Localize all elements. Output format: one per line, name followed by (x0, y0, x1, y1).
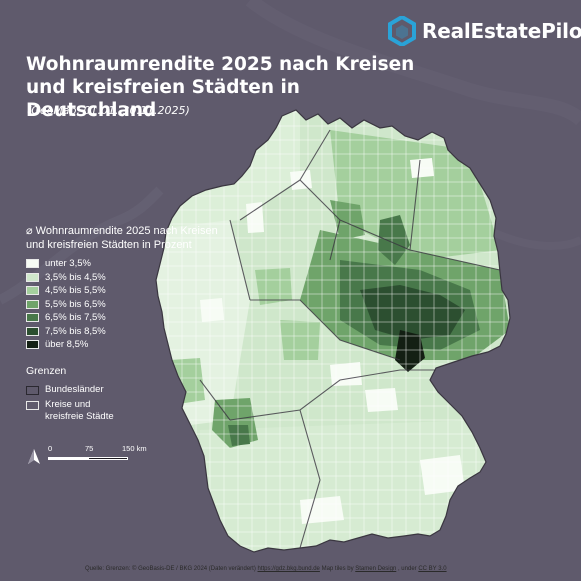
legend-border-label-line1: Kreise und (45, 398, 91, 410)
attribution-link-license[interactable]: CC BY 3.0 (418, 566, 447, 572)
legend-label: über 8,5% (45, 339, 89, 351)
legend: ⌀ Wohnraumrendite 2025 nach Kreisen und … (26, 224, 236, 426)
legend-border-districts: Kreise und kreisfreie Städte (26, 399, 236, 423)
legend-swatch (26, 326, 39, 336)
legend-label: 6,5% bis 7,5% (45, 312, 106, 324)
legend-border-label-line2: kreisfreie Städte (45, 410, 114, 422)
legend-border-label: Kreise und kreisfreie Städte (45, 399, 114, 423)
legend-class-4: 5,5% bis 6,5% (26, 298, 236, 312)
hexagon-logo-icon (388, 16, 416, 46)
scale-label-150: 150 km (122, 444, 147, 453)
legend-class-6: 7,5% bis 8,5% (26, 325, 236, 339)
legend-label: 7,5% bis 8,5% (45, 325, 106, 337)
legend-border-states: Bundesländer (26, 384, 236, 396)
legend-class-5: 6,5% bis 7,5% (26, 311, 236, 325)
north-arrow-icon (28, 449, 40, 464)
scale-label-0: 0 (48, 444, 53, 453)
legend-label: 4,5% bis 5,5% (45, 285, 106, 297)
scale-segment-2 (88, 457, 128, 460)
legend-title: ⌀ Wohnraumrendite 2025 nach Kreisen und … (26, 224, 236, 252)
scale-label-75: 75 (85, 444, 94, 453)
legend-swatch (26, 259, 39, 269)
scale-bar: 0 75 150 km (26, 444, 156, 468)
germany-map (156, 110, 510, 552)
legend-swatch (26, 313, 39, 323)
legend-borders-title: Grenzen (26, 364, 67, 377)
legend-label: unter 3,5% (45, 258, 91, 270)
legend-swatch (26, 286, 39, 296)
attribution-prefix: Quelle: Grenzen: © GeoBasis-DE / BKG 202… (85, 566, 256, 572)
map-subtitle: (GeoMap, 01.01.-30.11.2025) (27, 104, 190, 117)
legend-swatch (26, 299, 39, 309)
legend-border-swatch-thin (26, 400, 39, 410)
legend-border-label: Bundesländer (45, 383, 104, 395)
attribution-mid: Map tiles by (321, 566, 356, 572)
attribution-link-bkg[interactable]: https://gdz.bkg.bund.de (257, 566, 320, 572)
map-title: Wohnraumrendite 2025 nach Kreisen und kr… (26, 53, 416, 122)
legend-class-2: 3,5% bis 4,5% (26, 271, 236, 285)
scale-segment-1 (48, 457, 88, 460)
attribution: Quelle: Grenzen: © GeoBasis-DE / BKG 202… (85, 566, 447, 572)
legend-class-7: über 8,5% (26, 338, 236, 352)
legend-label: 3,5% bis 4,5% (45, 271, 106, 283)
legend-swatch (26, 272, 39, 282)
legend-title-line1: ⌀ Wohnraumrendite 2025 nach Kreisen (26, 225, 218, 237)
legend-class-1: unter 3,5% (26, 257, 236, 271)
map-title-line2: und kreisfreien Städten in Deutschland (26, 77, 300, 121)
legend-border-swatch-bold (26, 385, 39, 395)
legend-title-line2: und kreisfreien Städten in Prozent (26, 239, 192, 251)
attribution-mid2: , under (397, 566, 419, 572)
brand-name: RealEstatePilot (422, 19, 581, 43)
legend-label: 5,5% bis 6,5% (45, 298, 106, 310)
attribution-link-stamen[interactable]: Stamen Design (355, 566, 397, 572)
legend-swatch (26, 340, 39, 350)
legend-class-3: 4,5% bis 5,5% (26, 284, 236, 298)
map-title-line1: Wohnraumrendite 2025 nach Kreisen (26, 54, 415, 75)
brand-logo: RealEstatePilot (388, 16, 581, 46)
